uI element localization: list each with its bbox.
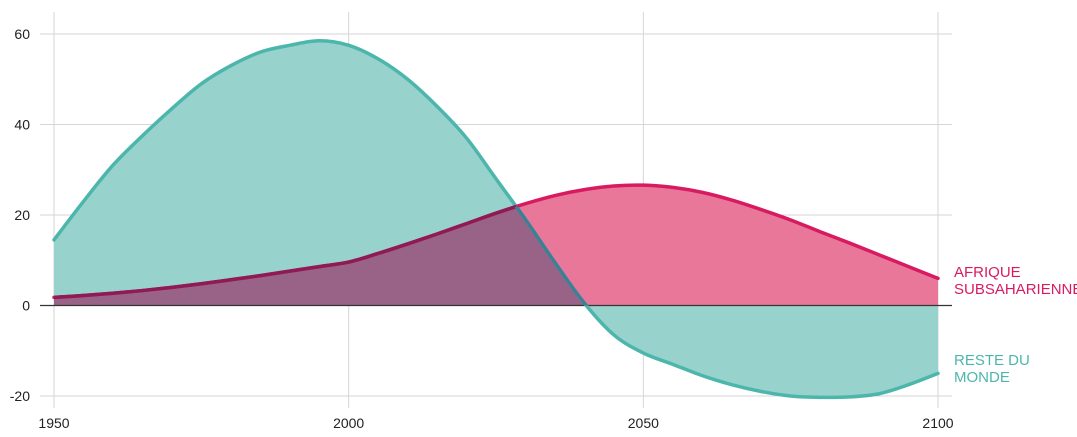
y-tick-label: 60 (14, 26, 30, 42)
y-tick-label: 20 (14, 207, 30, 223)
x-tick-label: 1950 (38, 415, 69, 431)
y-tick-label: -20 (10, 388, 30, 404)
y-tick-label: 40 (14, 117, 30, 133)
series-label-1: RESTE DU MONDE (954, 352, 1030, 386)
y-axis-ticks: 60 40 20 0 -20 (10, 26, 30, 404)
series-labels: AFRIQUE SUBSAHARIENNE RESTE DU MONDE (954, 264, 1077, 386)
x-axis-ticks: 1950 2000 2050 2100 (38, 415, 953, 431)
x-tick-label: 2050 (628, 415, 659, 431)
x-tick-label: 2000 (333, 415, 364, 431)
series-lines (52, 39, 940, 400)
y-tick-label: 0 (22, 298, 30, 314)
series-line-1 (52, 39, 940, 400)
x-tick-label: 2100 (922, 415, 953, 431)
series-label-0: AFRIQUE SUBSAHARIENNE (954, 264, 1077, 298)
series-areas (54, 40, 938, 398)
